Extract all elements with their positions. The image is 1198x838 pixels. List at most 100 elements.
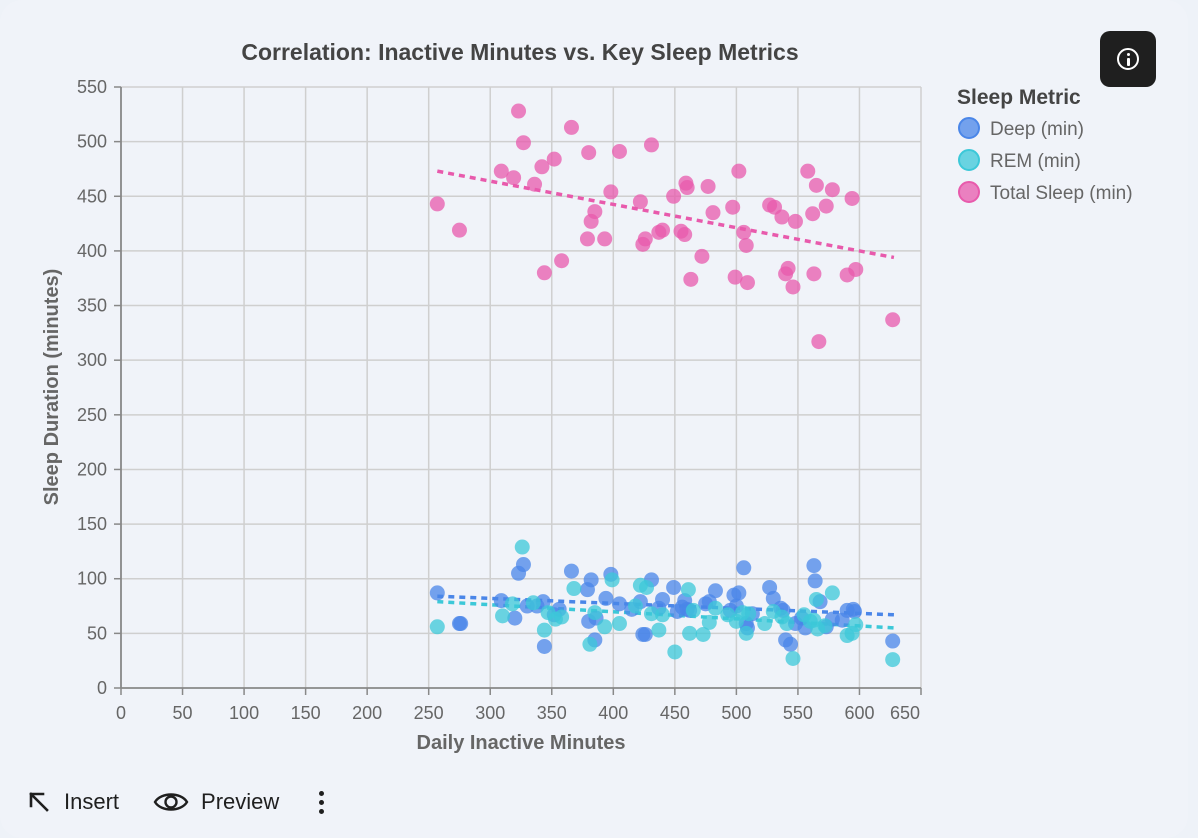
data-point[interactable]: [808, 591, 824, 607]
data-point[interactable]: [806, 558, 822, 574]
data-point[interactable]: [611, 143, 627, 159]
data-point[interactable]: [682, 625, 698, 641]
data-point[interactable]: [736, 224, 752, 240]
data-point[interactable]: [800, 163, 816, 179]
info-button[interactable]: [1100, 31, 1156, 87]
data-point[interactable]: [808, 177, 824, 193]
data-point[interactable]: [685, 602, 701, 618]
data-point[interactable]: [695, 626, 711, 642]
data-point[interactable]: [554, 609, 570, 625]
legend-swatch[interactable]: [958, 117, 980, 139]
legend-label[interactable]: REM (min): [990, 151, 1081, 172]
data-point[interactable]: [679, 180, 695, 196]
data-point[interactable]: [506, 170, 522, 186]
data-point[interactable]: [727, 269, 743, 285]
data-point[interactable]: [583, 572, 599, 588]
data-point[interactable]: [639, 579, 655, 595]
data-point[interactable]: [725, 199, 741, 215]
data-point[interactable]: [885, 633, 901, 649]
data-point[interactable]: [493, 163, 509, 179]
legend-label[interactable]: Total Sleep (min): [990, 183, 1133, 204]
data-point[interactable]: [667, 644, 683, 660]
data-point[interactable]: [666, 188, 682, 204]
data-point[interactable]: [805, 206, 821, 222]
data-point[interactable]: [707, 600, 723, 616]
data-point[interactable]: [637, 231, 653, 247]
data-point[interactable]: [774, 209, 790, 225]
data-point[interactable]: [785, 650, 801, 666]
data-point[interactable]: [563, 563, 579, 579]
data-point[interactable]: [787, 213, 803, 229]
legend-label[interactable]: Deep (min): [990, 119, 1084, 140]
data-point[interactable]: [739, 275, 755, 291]
data-point[interactable]: [738, 625, 754, 641]
data-point[interactable]: [741, 606, 757, 622]
data-point[interactable]: [844, 190, 860, 206]
data-point[interactable]: [604, 572, 620, 588]
data-point[interactable]: [848, 261, 864, 277]
data-point[interactable]: [534, 159, 550, 175]
data-point[interactable]: [655, 591, 671, 607]
data-point[interactable]: [666, 579, 682, 595]
data-point[interactable]: [515, 135, 531, 151]
data-point[interactable]: [429, 196, 445, 212]
data-point[interactable]: [847, 604, 863, 620]
data-point[interactable]: [651, 622, 667, 638]
data-point[interactable]: [527, 176, 543, 192]
data-point[interactable]: [700, 178, 716, 194]
data-point[interactable]: [511, 103, 527, 119]
data-point[interactable]: [525, 595, 541, 611]
data-point[interactable]: [627, 598, 643, 614]
data-point[interactable]: [429, 585, 445, 601]
data-point[interactable]: [603, 184, 619, 200]
data-point[interactable]: [598, 590, 614, 606]
data-point[interactable]: [514, 539, 530, 555]
data-point[interactable]: [566, 581, 582, 597]
data-point[interactable]: [817, 618, 833, 634]
data-point[interactable]: [834, 612, 850, 628]
data-point[interactable]: [554, 253, 570, 269]
data-point[interactable]: [655, 607, 671, 623]
data-point[interactable]: [632, 194, 648, 210]
data-point[interactable]: [780, 260, 796, 276]
data-point[interactable]: [783, 636, 799, 652]
data-point[interactable]: [581, 145, 597, 161]
data-point[interactable]: [504, 596, 520, 612]
data-point[interactable]: [885, 652, 901, 668]
preview-button[interactable]: Preview: [153, 789, 279, 815]
data-point[interactable]: [738, 237, 754, 253]
data-point[interactable]: [587, 605, 603, 621]
data-point[interactable]: [611, 616, 627, 632]
data-point[interactable]: [536, 265, 552, 281]
data-point[interactable]: [677, 227, 693, 243]
data-point[interactable]: [694, 248, 710, 264]
data-point[interactable]: [701, 614, 717, 630]
data-point[interactable]: [563, 119, 579, 135]
data-point[interactable]: [736, 560, 752, 576]
data-point[interactable]: [643, 137, 659, 153]
data-point[interactable]: [643, 606, 659, 622]
data-point[interactable]: [824, 585, 840, 601]
data-point[interactable]: [536, 622, 552, 638]
data-point[interactable]: [429, 619, 445, 635]
legend-swatch[interactable]: [958, 149, 980, 171]
data-point[interactable]: [507, 610, 523, 626]
data-point[interactable]: [731, 163, 747, 179]
data-point[interactable]: [680, 582, 696, 598]
data-point[interactable]: [705, 205, 721, 221]
legend-swatch[interactable]: [958, 181, 980, 203]
data-point[interactable]: [611, 596, 627, 612]
data-point[interactable]: [637, 626, 653, 642]
data-point[interactable]: [779, 616, 795, 632]
data-point[interactable]: [807, 573, 823, 589]
data-point[interactable]: [587, 204, 603, 220]
data-point[interactable]: [818, 198, 834, 214]
data-point[interactable]: [546, 151, 562, 167]
data-point[interactable]: [796, 607, 812, 623]
data-point[interactable]: [453, 616, 469, 632]
more-options-button[interactable]: [313, 790, 330, 814]
data-point[interactable]: [536, 638, 552, 654]
data-point[interactable]: [757, 616, 773, 632]
data-point[interactable]: [683, 271, 699, 287]
data-point[interactable]: [811, 334, 827, 350]
